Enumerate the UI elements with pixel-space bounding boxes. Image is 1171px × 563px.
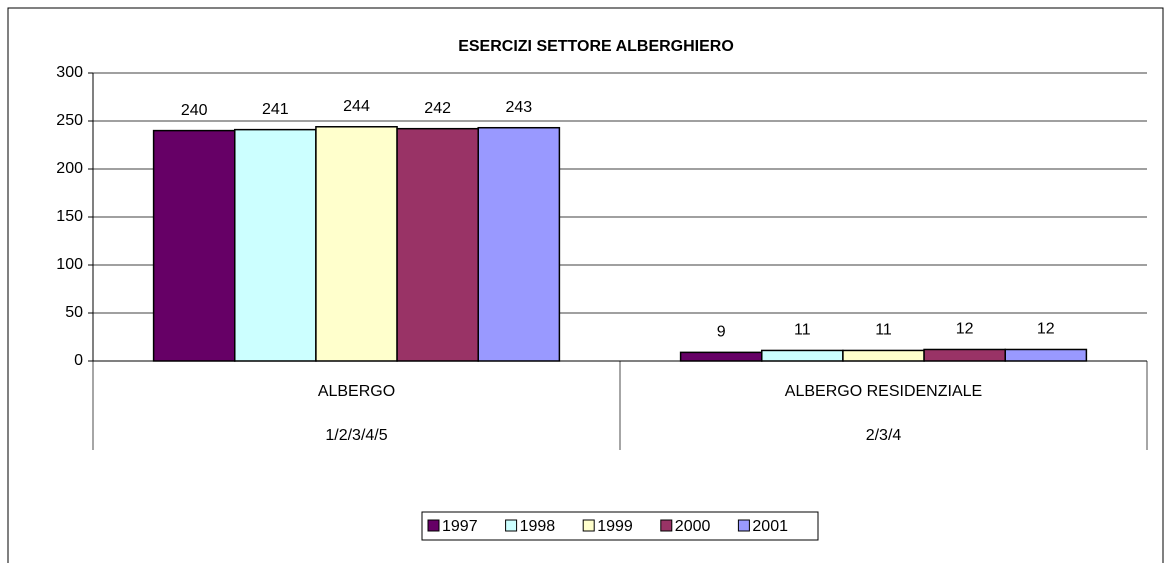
bar — [923, 348, 1006, 362]
legend-swatch — [660, 519, 673, 532]
bar — [234, 128, 317, 362]
x-tick-label: ALBERGO — [318, 383, 395, 400]
data-label: 243 — [505, 99, 532, 116]
x-subtick-label: 2/3/4 — [866, 427, 902, 444]
y-tick-label: 300 — [56, 64, 83, 81]
legend-label: 1998 — [520, 518, 556, 535]
bar — [679, 351, 763, 362]
bar — [1004, 348, 1088, 362]
bar — [152, 129, 236, 362]
legend-box — [421, 511, 819, 541]
data-label: 12 — [956, 321, 974, 338]
x-subtick-label: 1/2/3/4/5 — [325, 427, 387, 444]
data-label: 241 — [262, 101, 289, 118]
data-label: 240 — [181, 102, 208, 119]
x-tick-label: ALBERGO RESIDENZIALE — [785, 383, 982, 400]
chart-frame — [7, 7, 1164, 563]
y-tick-label: 50 — [65, 304, 83, 321]
data-label: 11 — [875, 322, 892, 339]
y-tick-label: 0 — [74, 352, 83, 369]
legend-swatch — [737, 519, 750, 532]
data-label: 244 — [343, 98, 370, 115]
legend-swatch — [427, 519, 440, 532]
data-label: 12 — [1037, 321, 1055, 338]
y-tick-label: 250 — [56, 112, 83, 129]
y-tick-label: 200 — [56, 160, 83, 177]
legend-label: 1997 — [442, 518, 478, 535]
y-tick-label: 100 — [56, 256, 83, 273]
chart-title: ESERCIZI SETTORE ALBERGHIERO — [458, 38, 734, 55]
bar — [761, 349, 844, 362]
legend-label: 1999 — [597, 518, 633, 535]
data-label: 11 — [794, 322, 811, 339]
legend-label: 2001 — [752, 518, 788, 535]
y-tick-label: 150 — [56, 208, 83, 225]
data-label: 242 — [424, 100, 451, 117]
bar — [315, 126, 398, 362]
bar — [477, 126, 561, 362]
data-label: 9 — [717, 324, 726, 341]
bar — [396, 127, 479, 362]
legend-swatch — [505, 519, 518, 532]
legend-label: 2000 — [675, 518, 711, 535]
legend-swatch — [582, 519, 595, 532]
bar — [842, 349, 925, 362]
